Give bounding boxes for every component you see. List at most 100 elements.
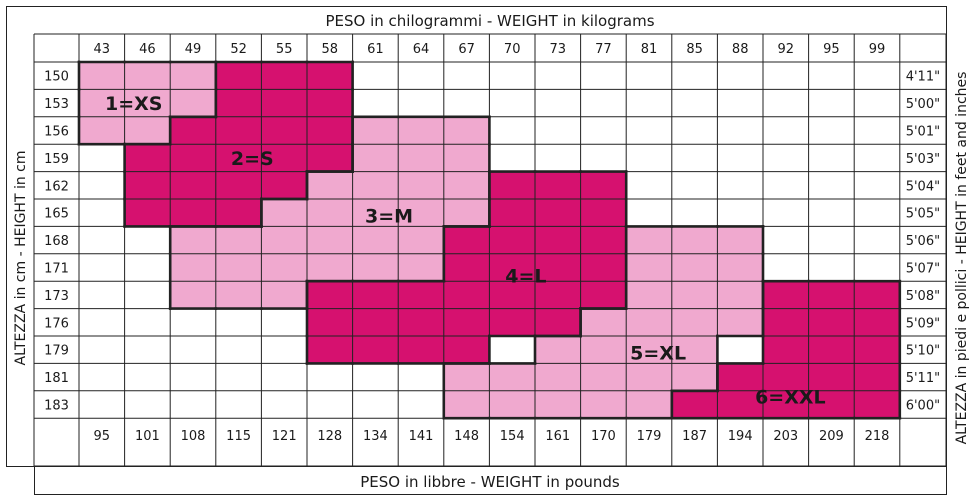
- grid-cell: [854, 116, 900, 145]
- tick-label-lb: 154: [500, 429, 525, 444]
- tick-label-lb: 101: [135, 429, 160, 444]
- grid-cell: [489, 144, 535, 172]
- grid-cell: [671, 390, 718, 419]
- grid-cell: [671, 144, 718, 172]
- grid-cell: [580, 116, 627, 145]
- grid-cell: [489, 226, 535, 254]
- grid-cell: [261, 336, 307, 364]
- grid-cell: [489, 253, 535, 282]
- grid-cell: [626, 363, 672, 391]
- grid-cell: [671, 199, 718, 227]
- grid-cell: [170, 144, 216, 172]
- grid-cell: [443, 281, 490, 309]
- grid-cell: [763, 199, 809, 227]
- grid-cell: [79, 171, 125, 199]
- grid-cell: [808, 390, 855, 419]
- grid-cell: [307, 281, 353, 309]
- grid-cell: [854, 281, 900, 309]
- grid-cell: [79, 281, 125, 309]
- tick-label-kg: 73: [550, 42, 567, 57]
- grid-cell: [170, 89, 216, 117]
- cell-grid: [79, 62, 900, 419]
- grid-cell: [763, 281, 809, 309]
- grid-cell: [717, 363, 763, 391]
- grid-cell: [352, 363, 399, 391]
- grid-cell: [215, 390, 262, 419]
- tick-label-kg: 95: [823, 42, 840, 57]
- grid-cell: [352, 253, 399, 282]
- grid-cell: [443, 144, 490, 172]
- grid-cell: [854, 89, 900, 117]
- right-axis-title: ALTEZZA in piedi e pollici - HEIGHT in f…: [954, 72, 970, 445]
- grid-cell: [443, 89, 490, 117]
- grid-cell: [489, 171, 535, 199]
- grid-cell: [489, 336, 535, 364]
- grid-cell: [79, 199, 125, 227]
- grid-cell: [535, 336, 581, 364]
- grid-cell: [763, 116, 809, 145]
- grid-cell: [79, 116, 125, 145]
- grid-cell: [352, 281, 399, 309]
- grid-cell: [763, 363, 809, 391]
- grid-cell: [352, 89, 399, 117]
- grid-cell: [124, 62, 171, 90]
- grid-cell: [717, 144, 763, 172]
- grid-cell: [808, 336, 855, 364]
- grid-cell: [489, 308, 535, 336]
- grid-cell: [215, 62, 262, 90]
- grid-cell: [808, 308, 855, 336]
- grid-cell: [307, 116, 353, 145]
- grid-cell: [671, 363, 718, 391]
- grid-cell: [307, 363, 353, 391]
- grid-cell: [580, 62, 627, 90]
- grid-cell: [307, 89, 353, 117]
- grid-cell: [535, 89, 581, 117]
- grid-cell: [717, 89, 763, 117]
- grid-cell: [261, 116, 307, 145]
- size-label: 5=XL: [630, 342, 686, 364]
- tick-label-lb: 194: [728, 429, 753, 444]
- tick-label-kg: 64: [413, 42, 430, 57]
- tick-label-cm: 153: [44, 97, 69, 112]
- grid-cell: [671, 336, 718, 364]
- grid-cell: [215, 253, 262, 282]
- grid-cell: [261, 171, 307, 199]
- grid-cell: [215, 226, 262, 254]
- grid-cell: [215, 144, 262, 172]
- grid-cell: [352, 336, 399, 364]
- grid-cell: [489, 89, 535, 117]
- grid-cell: [535, 390, 581, 419]
- grid-cell: [124, 390, 171, 419]
- grid-cell: [261, 253, 307, 282]
- tick-label-lb: 179: [637, 429, 662, 444]
- tick-label-ft: 5'09": [906, 316, 940, 331]
- tick-label-lb: 148: [454, 429, 479, 444]
- tick-label-cm: 173: [44, 289, 69, 304]
- grid-cell: [215, 281, 262, 309]
- grid-cell: [580, 390, 627, 419]
- grid-cell: [535, 363, 581, 391]
- tick-label-cm: 179: [44, 344, 69, 359]
- size-label: 3=M: [365, 205, 413, 227]
- grid-cell: [443, 336, 490, 364]
- grid-cell: [626, 171, 672, 199]
- grid-cell: [261, 89, 307, 117]
- grid-cell: [854, 253, 900, 282]
- grid-cell: [717, 116, 763, 145]
- grid-cell: [261, 363, 307, 391]
- tick-label-ft: 5'05": [906, 207, 940, 222]
- tick-label-lb: 108: [181, 429, 206, 444]
- grid-cell: [535, 226, 581, 254]
- grid-cell: [79, 363, 125, 391]
- size-label: 1=XS: [105, 93, 162, 115]
- grid-cell: [671, 171, 718, 199]
- tick-labels: 43 46 49 52 55 58 61 64 67 70 73 77 81 85 88 92 95 99 95 10…: [44, 42, 940, 444]
- grid-cell: [307, 199, 353, 227]
- grid-cell: [626, 253, 672, 282]
- grid-cell: [535, 116, 581, 145]
- grid-cell: [763, 89, 809, 117]
- tick-label-lb: 161: [545, 429, 570, 444]
- grid-cell: [170, 62, 216, 90]
- tick-label-cm: 150: [44, 70, 69, 85]
- grid-cell: [763, 144, 809, 172]
